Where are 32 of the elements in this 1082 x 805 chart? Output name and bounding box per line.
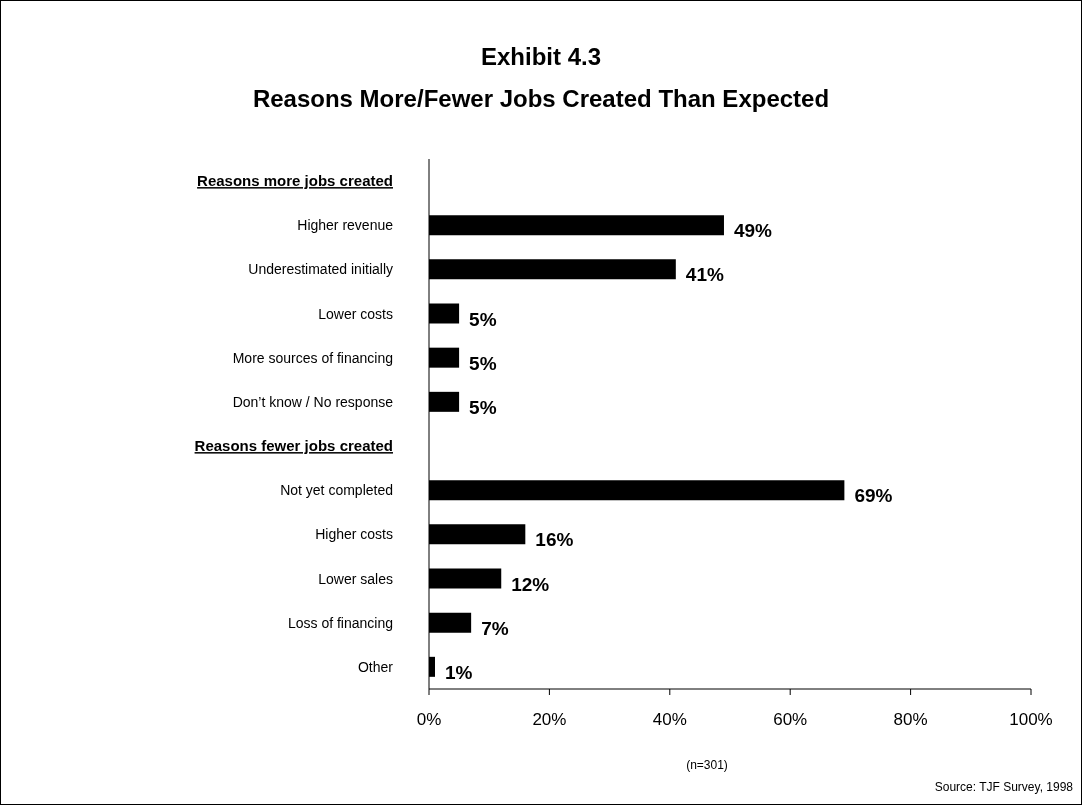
data-label: 5% <box>469 308 497 330</box>
y-tick-label: Higher revenue <box>297 217 394 234</box>
data-label: 7% <box>481 617 509 639</box>
x-tick-label: 60% <box>773 710 808 730</box>
y-tick-label: Lower sales <box>318 570 393 587</box>
y-tick-label: Lower costs <box>318 305 393 322</box>
y-tick-label: Underestimated initially <box>248 261 393 278</box>
x-tick-label: 100% <box>1009 710 1053 730</box>
source-note: Source: TJF Survey, 1998 <box>934 780 1073 794</box>
y-tick-label: Reasons fewer jobs created <box>194 437 393 455</box>
text: (n=301) <box>686 758 728 772</box>
y-tick-label: Don’t know / No response <box>232 393 394 410</box>
y-tick-label: Not yet completed <box>280 482 393 499</box>
y-tick-label: Reasons more jobs created <box>197 172 393 190</box>
y-tick-label: Loss of financing <box>287 614 393 631</box>
data-label: 12% <box>511 573 550 595</box>
x-tick-label: 0% <box>416 710 442 730</box>
x-tick-label: 40% <box>652 710 687 730</box>
y-tick-label: More sources of financing <box>232 349 393 366</box>
chart-title: Exhibit 4.3 <box>479 43 602 71</box>
data-label: 5% <box>469 352 497 374</box>
y-tick-label: Other <box>357 658 394 675</box>
data-label: 1% <box>445 661 473 683</box>
data-label: 41% <box>685 264 724 286</box>
x-tick-label: 80% <box>893 710 928 730</box>
data-label: 49% <box>733 220 773 242</box>
data-label: 69% <box>854 485 893 507</box>
x-tick-label: 20% <box>532 710 567 730</box>
y-tick-label: Higher costs <box>315 526 393 543</box>
data-label: 16% <box>535 529 574 551</box>
data-label: 5% <box>469 396 497 418</box>
chart-subtitle: Reasons More/Fewer Jobs Created Than Expected <box>251 85 831 113</box>
